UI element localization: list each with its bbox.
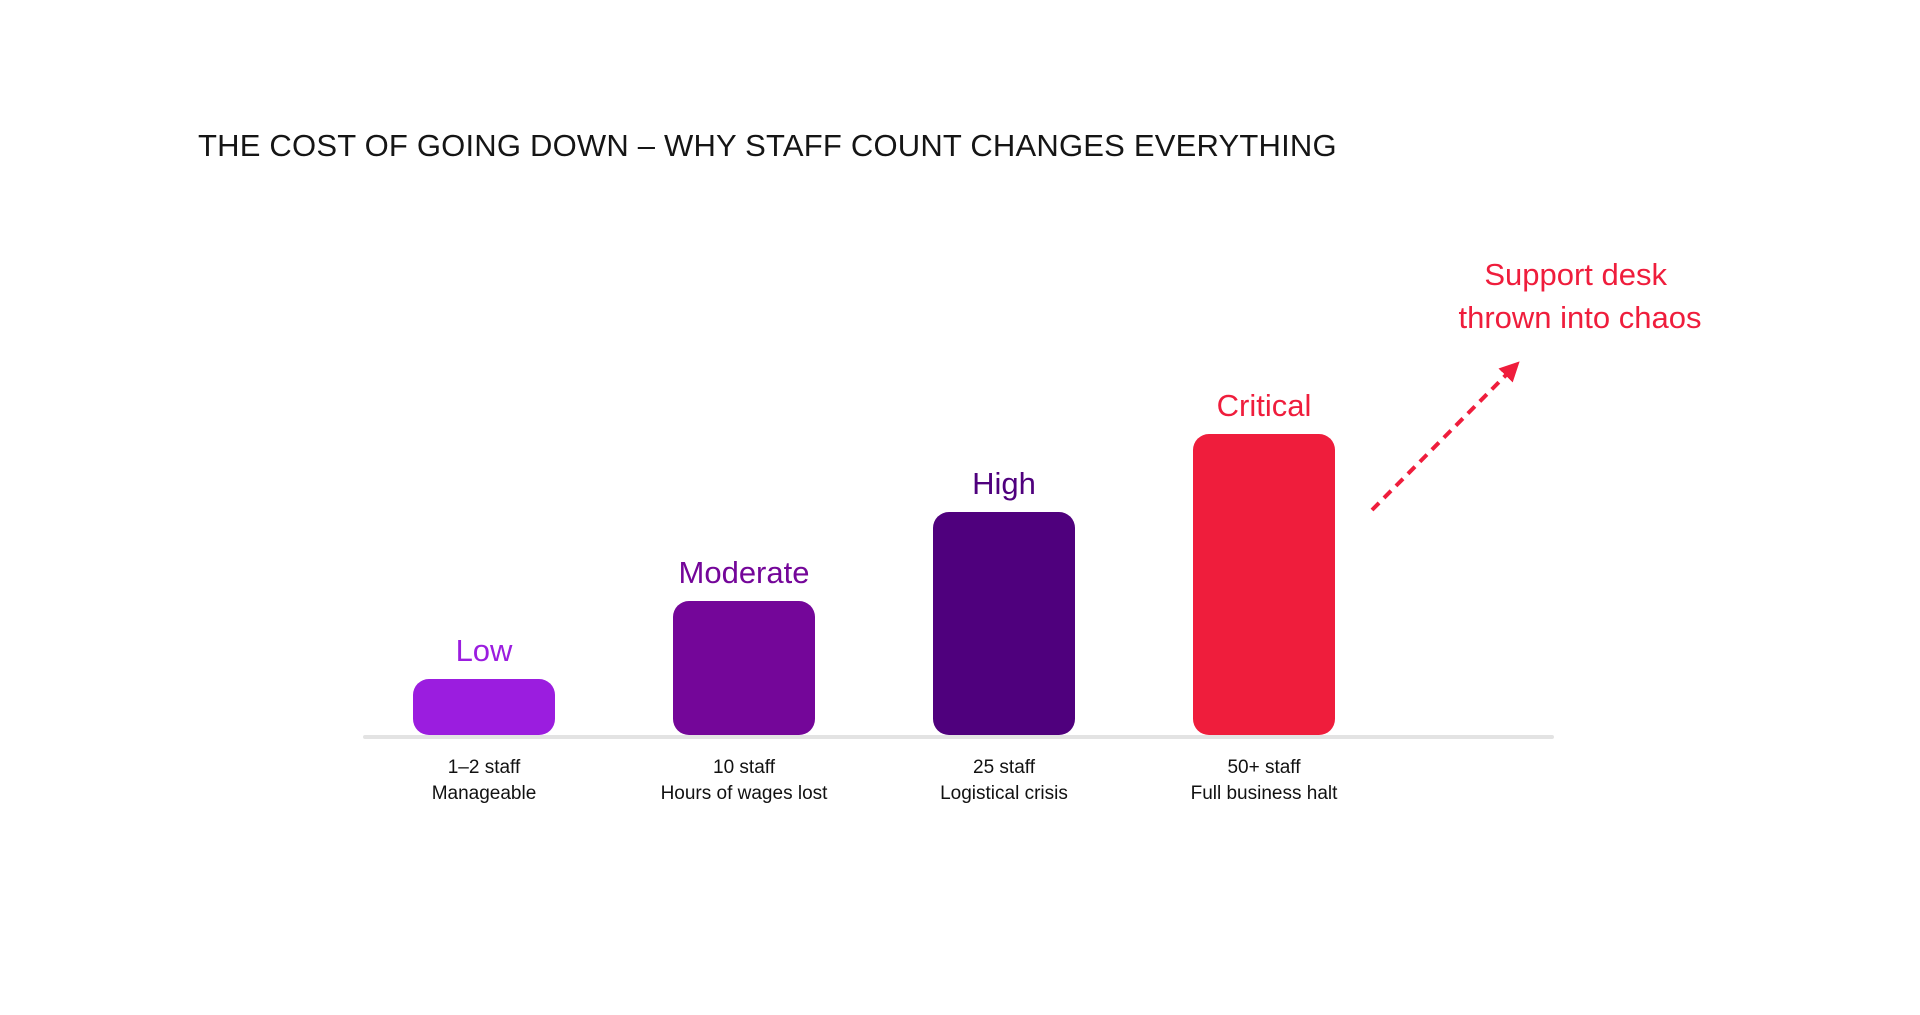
bar-1 xyxy=(413,679,555,735)
bar-4 xyxy=(1193,434,1335,735)
category-sublabel-1: Manageable xyxy=(432,783,537,804)
level-label-3: High xyxy=(972,466,1036,501)
category-sublabel-3: Logistical crisis xyxy=(940,783,1068,804)
category-label-2: 10 staff xyxy=(713,757,776,778)
category-sublabel-2: Hours of wages lost xyxy=(661,783,829,804)
category-sublabel-4: Full business halt xyxy=(1191,783,1339,804)
annotation-callout: Support desk thrown into chaos xyxy=(1370,257,1702,512)
callout-arrow xyxy=(1370,361,1520,512)
category-labels-group: 1–2 staff Manageable 10 staff Hours of wage… xyxy=(432,757,1338,804)
callout-text: Support desk thrown into chaos xyxy=(1459,257,1702,335)
bars-group xyxy=(413,434,1335,735)
category-label-3: 25 staff xyxy=(973,757,1036,778)
level-label-4: Critical xyxy=(1217,388,1312,423)
category-label-1: 1–2 staff xyxy=(448,757,521,778)
bar-3 xyxy=(933,512,1075,735)
level-label-1: Low xyxy=(456,633,513,668)
level-label-2: Moderate xyxy=(679,555,810,590)
bar-2 xyxy=(673,601,815,735)
category-label-4: 50+ staff xyxy=(1227,757,1301,778)
callout-line-1: Support desk xyxy=(1484,257,1667,292)
callout-line-2: thrown into chaos xyxy=(1459,300,1702,335)
chart-title: THE COST OF GOING DOWN – WHY STAFF COUNT… xyxy=(198,128,1337,163)
level-labels-group: Low Moderate High Critical xyxy=(456,388,1312,668)
